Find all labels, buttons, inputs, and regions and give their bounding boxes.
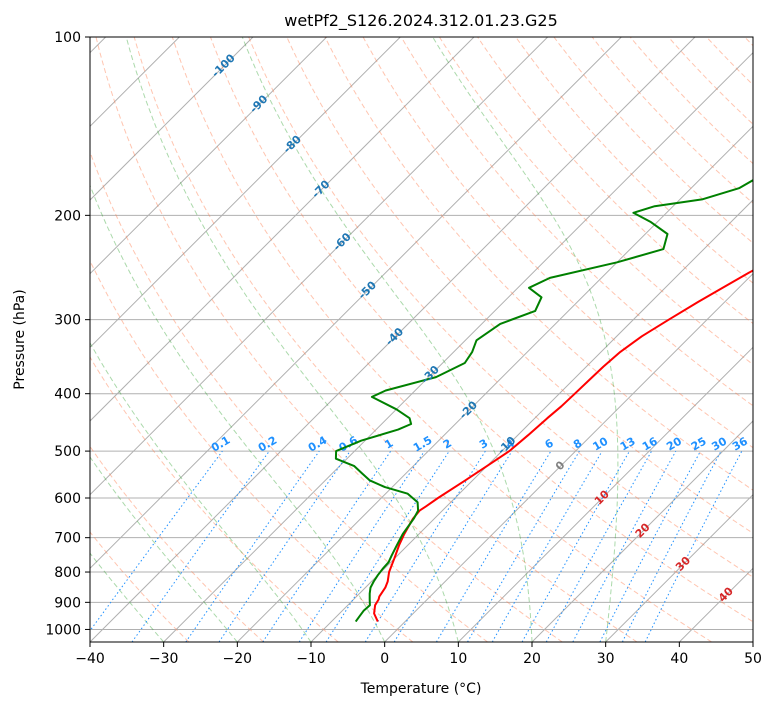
y-tick-label: 600 bbox=[54, 491, 81, 507]
mixing-ratio-line bbox=[90, 450, 223, 632]
isotherm-lines bbox=[90, 37, 753, 642]
dry-adiabat bbox=[438, 37, 753, 366]
isobar-grid-lines bbox=[90, 37, 753, 630]
x-tick-label: −20 bbox=[223, 651, 253, 667]
y-axis-label: Pressure (hPa) bbox=[12, 289, 28, 389]
isotherm-line bbox=[457, 346, 753, 642]
isotherm-line bbox=[605, 493, 753, 642]
mixing-ratio-line bbox=[572, 450, 677, 642]
y-tick-label: 400 bbox=[54, 387, 81, 403]
dry-adiabat bbox=[286, 37, 753, 534]
series-line-1 bbox=[334, 179, 753, 623]
isotherm-line bbox=[310, 199, 753, 642]
dry-adiabat bbox=[90, 531, 190, 642]
dry-adiabat bbox=[553, 37, 753, 244]
moist-adiabat bbox=[90, 184, 386, 642]
y-tick-label: 500 bbox=[54, 444, 81, 460]
mixing-ratio-line bbox=[393, 450, 513, 642]
isotherm-line bbox=[90, 37, 328, 275]
y-axis-ticks: 1000 900 800 700 600 500 400 300 200 100 bbox=[45, 30, 90, 638]
isotherm-line bbox=[90, 37, 549, 496]
x-tick-label: 0 bbox=[380, 651, 389, 667]
mixing-ratio-line bbox=[545, 450, 653, 642]
dry-adiabat bbox=[90, 259, 414, 642]
x-tick-label: 50 bbox=[744, 651, 762, 667]
y-tick-label: 800 bbox=[54, 565, 81, 581]
mixing-ratio-line bbox=[364, 450, 486, 642]
y-tick-label: 1000 bbox=[45, 622, 81, 638]
isotherm-line bbox=[90, 37, 696, 642]
mixing-ratio-line bbox=[185, 450, 320, 642]
moist-adiabat bbox=[125, 37, 459, 642]
isotherm-line bbox=[90, 37, 622, 570]
isotherm-line bbox=[531, 420, 753, 642]
isotherm-line bbox=[384, 272, 753, 642]
x-tick-label: −40 bbox=[75, 651, 105, 667]
x-tick-label: 20 bbox=[523, 651, 541, 667]
dry-adiabat bbox=[171, 37, 712, 642]
isotherm-line bbox=[236, 125, 753, 642]
x-tick-label: −10 bbox=[296, 651, 326, 667]
moist-adiabat-lines bbox=[90, 37, 619, 642]
mixing-ratio-line bbox=[491, 450, 603, 642]
moist-adiabat bbox=[90, 456, 238, 642]
isotherm-line bbox=[90, 37, 401, 349]
isotherm-line bbox=[90, 37, 254, 201]
series-line-0 bbox=[373, 269, 753, 623]
x-tick-label: 30 bbox=[597, 651, 615, 667]
plot-frame bbox=[89, 36, 754, 643]
y-tick-label: 700 bbox=[54, 531, 81, 547]
chart-title: wetPf2_S126.2024.312.01.23.G25 bbox=[284, 11, 558, 31]
dry-adiabat bbox=[362, 37, 753, 449]
x-axis-label: Temperature (°C) bbox=[360, 681, 482, 697]
isotherm-line bbox=[163, 51, 753, 642]
isotherm-line bbox=[90, 37, 475, 422]
mixing-ratio-line bbox=[467, 450, 580, 642]
dry-adiabat bbox=[95, 37, 563, 642]
mixing-ratio-line bbox=[131, 450, 270, 642]
mixing-ratio-line bbox=[325, 450, 450, 642]
dry-adiabat bbox=[324, 37, 753, 491]
dry-adiabat bbox=[210, 37, 753, 623]
y-tick-label: 200 bbox=[54, 208, 81, 224]
x-axis-ticks: −40 −30 −20 −10 0 10 20 30 40 50 bbox=[75, 642, 762, 667]
dry-adiabat bbox=[591, 37, 753, 204]
x-tick-label: 10 bbox=[449, 651, 467, 667]
dry-adiabat bbox=[90, 356, 339, 642]
y-tick-label: 300 bbox=[54, 313, 81, 329]
mixing-ratio-line bbox=[218, 450, 351, 642]
sounding-series bbox=[334, 179, 753, 623]
mixing-ratio-line bbox=[521, 450, 630, 642]
y-tick-label: 900 bbox=[54, 595, 81, 611]
x-tick-label: 40 bbox=[670, 651, 688, 667]
dry-adiabat bbox=[248, 37, 753, 578]
dry-adiabat bbox=[133, 37, 638, 642]
x-tick-label: −30 bbox=[149, 651, 179, 667]
mixing-ratio-line bbox=[435, 450, 552, 642]
dry-adiabat bbox=[477, 37, 753, 325]
plot-area: 0.1 0.2 0.4 0.6 1 1.5 2 3 4 6 8 10 13 16 20 25 30 36 -100… bbox=[90, 37, 753, 642]
dry-adiabat-lines bbox=[90, 37, 753, 642]
y-tick-label: 100 bbox=[54, 30, 81, 46]
dry-adiabat bbox=[90, 150, 488, 642]
dry-adiabat bbox=[400, 37, 753, 407]
moist-adiabat bbox=[241, 37, 533, 642]
